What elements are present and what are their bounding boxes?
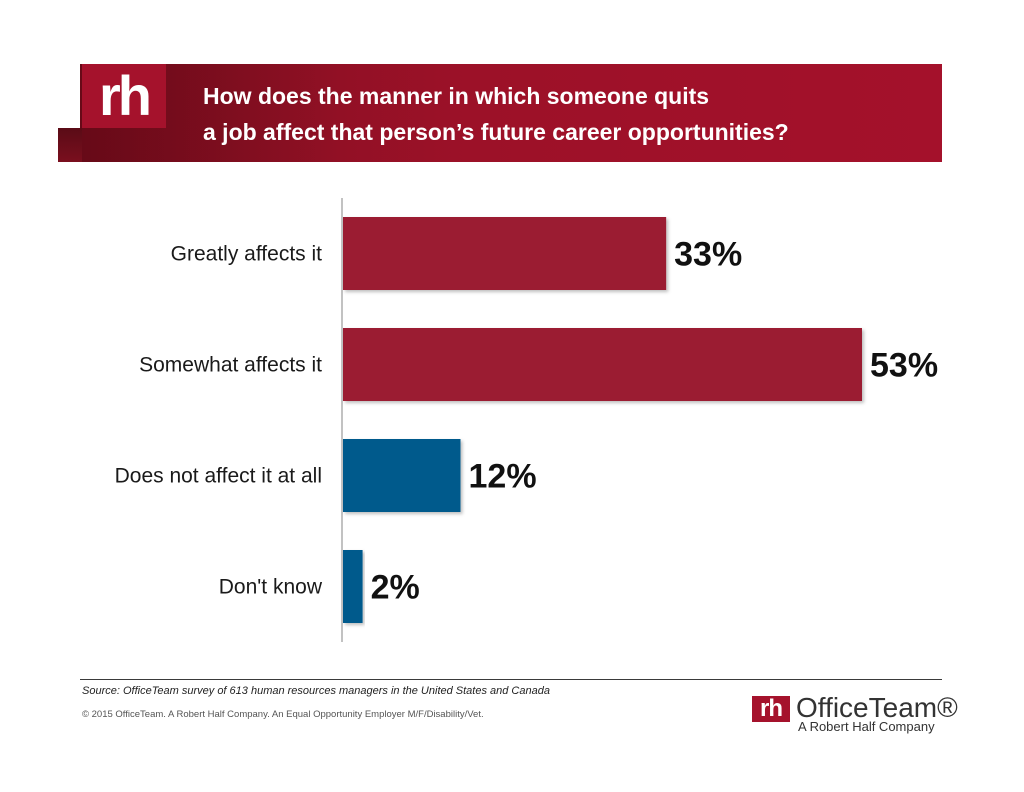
value-label-0: 33% bbox=[674, 236, 742, 274]
title-line-1: How does the manner in which someone qui… bbox=[203, 83, 710, 109]
bar-1 bbox=[343, 328, 862, 401]
value-label-3: 2% bbox=[371, 569, 420, 607]
value-label-1: 53% bbox=[870, 347, 938, 385]
bar-2 bbox=[343, 439, 461, 512]
brand-rh-mark: rh bbox=[752, 696, 790, 722]
category-label-3: Don't know bbox=[219, 576, 323, 599]
logo-shadow bbox=[58, 128, 82, 162]
bars-layer: Greatly affects it 33% Somewhat affects it… bbox=[115, 217, 938, 623]
footer-divider bbox=[80, 679, 942, 680]
rh-logo: rh bbox=[82, 64, 166, 128]
copyright-note: © 2015 OfficeTeam. A Robert Half Company… bbox=[82, 709, 484, 720]
header-banner bbox=[80, 64, 942, 162]
title-line-2: a job affect that person’s future career… bbox=[203, 119, 789, 145]
brand-tagline: A Robert Half Company bbox=[798, 719, 935, 734]
brand-name: OfficeTeam® bbox=[796, 692, 958, 723]
value-label-2: 12% bbox=[469, 458, 537, 496]
chart-title: How does the manner in which someone qui… bbox=[203, 78, 923, 150]
bar-3 bbox=[343, 550, 363, 623]
category-label-1: Somewhat affects it bbox=[139, 354, 322, 377]
source-note: Source: OfficeTeam survey of 613 human r… bbox=[82, 685, 550, 697]
officeteam-brand: rh OfficeTeam® A Robert Half Company bbox=[752, 692, 958, 738]
bar-0 bbox=[343, 217, 667, 290]
category-label-0: Greatly affects it bbox=[171, 243, 323, 266]
category-label-2: Does not affect it at all bbox=[115, 465, 322, 488]
